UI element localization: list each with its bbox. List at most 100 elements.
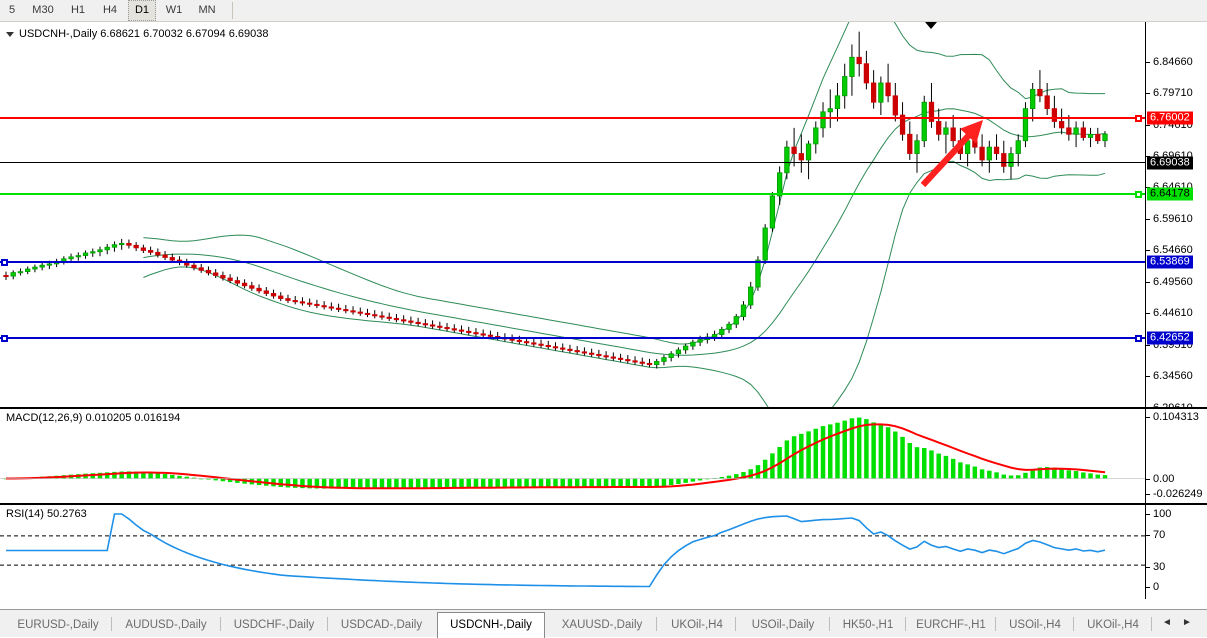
timeframe-button-mn[interactable]: MN — [198, 4, 216, 16]
rsi-header: RSI(14) 50.2763 — [6, 508, 87, 520]
macd-signal-line — [6, 423, 1106, 490]
price-axis-label: 6.44610 — [1153, 307, 1193, 319]
rsi-plot-area[interactable] — [0, 505, 1145, 599]
price-axis-tick — [1146, 345, 1150, 346]
chart-object-marker-icon[interactable] — [925, 22, 937, 29]
chart-tab-xauusddaily[interactable]: XAUUSD-,Daily — [561, 619, 643, 631]
tab-separator — [220, 617, 221, 631]
macd-pane[interactable]: MACD(12,26,9) 0.010205 0.016194 0.104313… — [0, 408, 1207, 504]
timeframe-button-5[interactable]: 5 — [8, 4, 16, 16]
price-tag-support-blue-1[interactable]: 6.53869 — [1147, 255, 1193, 269]
price-axis-tick — [1146, 313, 1150, 314]
level-handle-resistance-red[interactable] — [1135, 115, 1142, 122]
chart-tab-usdchfdaily[interactable]: USDCHF-,Daily — [233, 619, 315, 631]
rsi-axis-label: 0 — [1153, 581, 1160, 593]
level-line-resistance-red[interactable] — [0, 117, 1145, 119]
timeframe-button-h4[interactable]: H4 — [102, 4, 118, 16]
macd-header: MACD(12,26,9) 0.010205 0.016194 — [6, 412, 181, 424]
tabs-scroll-left-button[interactable]: ◄ — [1162, 617, 1172, 628]
tab-separator — [111, 617, 112, 631]
price-axis-label: 6.54660 — [1153, 244, 1193, 256]
level-anchor-support-blue-1[interactable] — [1, 259, 8, 266]
timeframe-toolbar: 5 M30 H1 H4 D1 W1 MN — [0, 0, 1207, 22]
tab-separator — [829, 617, 830, 631]
level-line-support-blue-1[interactable] — [0, 261, 1145, 263]
price-axis-tick — [1146, 219, 1150, 220]
price-axis-tick — [1146, 282, 1150, 283]
price-axis-label: 6.29610 — [1153, 402, 1193, 408]
price-chart-pane[interactable]: USDCNH-,Daily 6.68621 6.70032 6.67094 6.… — [0, 22, 1207, 408]
timeframe-button-w1[interactable]: W1 — [165, 4, 183, 16]
rsi-axis-label: 70 — [1153, 529, 1166, 541]
price-tag-support-blue-2[interactable]: 6.42652 — [1147, 331, 1193, 345]
macd-axis-label: -0.026249 — [1153, 488, 1203, 500]
price-axis-label: 6.84660 — [1153, 56, 1193, 68]
timeframe-button-m30[interactable]: M30 — [32, 4, 54, 16]
price-axis-tick — [1146, 93, 1150, 94]
level-line-current-price[interactable] — [0, 162, 1145, 163]
symbol-ohlc-label: USDCNH-,Daily 6.68621 6.70032 6.67094 6.… — [19, 28, 269, 40]
price-plot-area[interactable] — [0, 22, 1145, 407]
chart-tab-eurchfh1[interactable]: EURCHF-,H1 — [916, 619, 986, 631]
price-tag-support-green[interactable]: 6.64178 — [1147, 187, 1193, 201]
chart-tab-eurusddaily[interactable]: EURUSD-,Daily — [17, 619, 99, 631]
tabs-scroll-right-button[interactable]: ► — [1182, 617, 1192, 628]
price-axis-label: 6.34560 — [1153, 370, 1193, 382]
chevron-down-icon[interactable] — [6, 31, 14, 37]
rsi-axis-tick — [1146, 514, 1150, 515]
price-axis-tick — [1146, 250, 1150, 251]
chart-tab-ukoilh4[interactable]: UKOil-,H4 — [671, 619, 723, 631]
price-axis-tick — [1146, 125, 1150, 126]
level-handle-support-blue-2[interactable] — [1135, 335, 1142, 342]
level-line-support-green[interactable] — [0, 193, 1145, 195]
level-line-support-blue-2[interactable] — [0, 337, 1145, 339]
macd-axis-tick — [1146, 479, 1150, 480]
tab-separator — [905, 617, 906, 631]
price-axis-tick — [1146, 62, 1150, 63]
rsi-pane[interactable]: RSI(14) 50.2763 100 70 30 0 — [0, 504, 1207, 599]
level-anchor-support-blue-2[interactable] — [1, 335, 8, 342]
chart-tab-usoildaily[interactable]: USOil-,Daily — [751, 619, 815, 631]
timeframe-button-h1[interactable]: H1 — [70, 4, 86, 16]
chart-tab-usdcnhdaily[interactable]: USDCNH-,Daily — [437, 612, 545, 638]
price-axis-label: 6.79710 — [1153, 87, 1193, 99]
tab-separator — [1073, 617, 1074, 631]
price-tag-resistance-red[interactable]: 6.76002 — [1147, 111, 1193, 125]
chart-tab-usoilh4[interactable]: USOil-,H4 — [1009, 619, 1061, 631]
bollinger-bands — [143, 22, 1106, 407]
macd-plot-area[interactable] — [0, 409, 1145, 503]
price-tag-current-price[interactable]: 6.69038 — [1147, 156, 1193, 170]
chart-frame: USDCNH-,Daily 6.68621 6.70032 6.67094 6.… — [0, 22, 1207, 626]
chart-tabs-bar: EURUSD-,Daily AUDUSD-,Daily USDCHF-,Daily U… — [0, 609, 1207, 638]
tab-separator — [656, 617, 657, 631]
tab-separator — [327, 617, 328, 631]
rsi-line — [6, 513, 1106, 588]
macd-axis-tick — [1146, 494, 1150, 495]
candlestick-series[interactable] — [3, 31, 1108, 369]
price-axis[interactable]: 6.846606.797106.746106.696106.646106.596… — [1145, 22, 1207, 407]
rsi-axis-tick — [1146, 587, 1150, 588]
price-axis-label: 6.49560 — [1153, 276, 1193, 288]
chart-tab-audusddaily[interactable]: AUDUSD-,Daily — [125, 619, 207, 631]
rsi-axis-label: 100 — [1153, 508, 1172, 520]
tab-separator — [995, 617, 996, 631]
timeframe-button-d1[interactable]: D1 — [128, 0, 156, 21]
rsi-axis-label: 30 — [1153, 561, 1166, 573]
chart-tab-ukoilh4[interactable]: UKOil-,H4 — [1087, 619, 1139, 631]
level-handle-support-green[interactable] — [1135, 191, 1142, 198]
tab-separator — [1151, 617, 1152, 631]
price-axis-label: 6.59610 — [1153, 213, 1193, 225]
chart-tab-usdcaddaily[interactable]: USDCAD-,Daily — [340, 619, 423, 631]
macd-axis-label: 0.00 — [1153, 473, 1175, 485]
rsi-axis[interactable]: 100 70 30 0 — [1145, 505, 1207, 599]
price-axis-tick — [1146, 376, 1150, 377]
rsi-axis-tick — [1146, 567, 1150, 568]
macd-axis[interactable]: 0.104313 0.00 -0.026249 — [1145, 409, 1207, 503]
toolbar-separator — [232, 2, 233, 19]
price-pane-header: USDCNH-,Daily 6.68621 6.70032 6.67094 6.… — [6, 28, 269, 40]
rsi-axis-tick — [1146, 535, 1150, 536]
macd-axis-label: 0.104313 — [1153, 411, 1199, 423]
chart-tab-hk50h1[interactable]: HK50-,H1 — [842, 619, 894, 631]
macd-axis-tick — [1146, 417, 1150, 418]
